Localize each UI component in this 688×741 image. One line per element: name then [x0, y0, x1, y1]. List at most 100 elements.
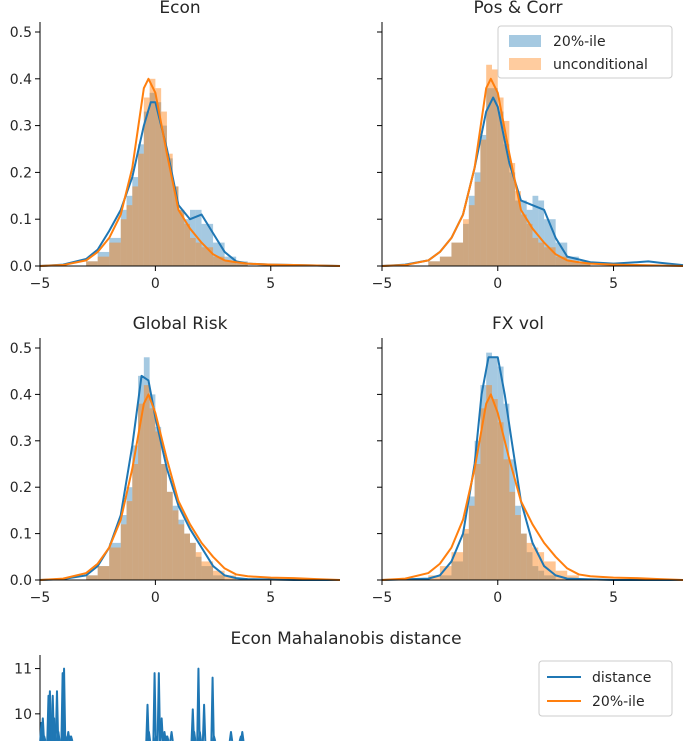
kde-line-unconditional [381, 77, 684, 267]
hist-bar [132, 445, 139, 580]
panel-econ: Econ −5 0 5 0.0 0.1 0.2 0.3 0.4 0.5 [10, 0, 341, 292]
hist-bar [166, 158, 173, 266]
hist-bar [486, 64, 492, 266]
hist-bar [97, 251, 110, 266]
hist-bar [126, 195, 133, 266]
hist-bar [86, 575, 98, 580]
x-tick-label: −5 [30, 276, 51, 292]
hist-bar [463, 528, 469, 580]
hist-bar [544, 247, 556, 266]
hist-bar [463, 223, 469, 266]
hist-bar [474, 172, 481, 266]
hist-bar [451, 242, 464, 266]
distance-spike [191, 730, 197, 741]
hist-bar [509, 163, 516, 266]
hist-bar [178, 524, 185, 580]
hist-bar [97, 566, 110, 580]
hist-bar [109, 542, 121, 580]
y-tick-label: 0.4 [10, 72, 32, 88]
panel-title: Pos & Corr [474, 0, 563, 18]
legend-swatch-20pct [509, 35, 541, 47]
hist-bar [520, 533, 527, 580]
kde-line-unconditional [39, 393, 341, 581]
hist-bar [468, 205, 475, 266]
hist-bar [166, 491, 173, 580]
hist-bar [155, 88, 162, 266]
distance-spike [63, 735, 68, 741]
hist-bar [474, 440, 481, 580]
hist-bar [555, 256, 568, 266]
panel-pos-corr: Pos & Corr −5 0 5 20%-ile unconditional [372, 0, 684, 292]
distance-spike [228, 730, 234, 741]
hist-bar [184, 533, 190, 580]
kde-line-20pct [381, 356, 683, 581]
hist-bar [184, 223, 190, 266]
histogram-unconditional [428, 385, 579, 580]
panel-title: FX vol [492, 314, 544, 334]
hist-bar [538, 552, 545, 580]
hist-bar [213, 570, 225, 580]
legend-label: 20%-ile [592, 694, 645, 710]
y-tick-label: 0.2 [10, 165, 32, 181]
hist-bar [184, 533, 190, 580]
panel-title: Econ Mahalanobis distance [230, 629, 461, 649]
hist-bar [86, 261, 98, 266]
y-tick-label: 0.4 [10, 387, 32, 403]
x-tick-label: −5 [30, 590, 51, 606]
hist-bar [201, 561, 214, 580]
hist-bar [439, 256, 452, 266]
panel-mahalanobis: Econ Mahalanobis distance 11 10 distance … [14, 629, 673, 741]
kde-line-unconditional [381, 393, 684, 581]
hist-bar [236, 263, 248, 266]
hist-bar [161, 464, 167, 580]
hist-bar [520, 200, 527, 266]
distance-spike [165, 735, 170, 741]
hist-bar [515, 515, 521, 580]
hist-bar [526, 223, 533, 266]
panel-title: Econ [159, 0, 200, 18]
hist-bar [155, 426, 162, 580]
hist-bar [428, 261, 440, 266]
hist-bar [213, 242, 225, 266]
hist-bar [190, 237, 196, 266]
hist-bar [201, 247, 214, 266]
hist-bar [149, 78, 156, 266]
x-tick-label: 5 [266, 276, 275, 292]
hist-bar [497, 97, 504, 267]
hist-bar [486, 352, 492, 580]
distance-spike [56, 730, 61, 741]
hist-bar [155, 431, 162, 580]
hist-bar [138, 153, 144, 266]
legend-box [538, 660, 673, 717]
y-tick-label: 0.5 [10, 341, 32, 357]
hist-bar [578, 263, 591, 266]
hist-bar [132, 186, 139, 266]
hist-bar [120, 209, 127, 266]
hist-bar [195, 242, 202, 266]
y-tick-label: 0.3 [10, 119, 32, 135]
hist-bar [184, 219, 190, 266]
x-tick-label: 0 [151, 276, 160, 292]
hist-bar [526, 209, 533, 266]
distance-spike [201, 703, 207, 741]
hist-bar [503, 403, 510, 580]
kde-line-unconditional [39, 77, 341, 267]
hist-bar [143, 97, 150, 267]
hist-bar [195, 556, 202, 580]
legend: 20%-ile unconditional [497, 25, 673, 79]
hist-bar [503, 459, 510, 580]
x-tick-label: 0 [493, 276, 502, 292]
hist-bar [463, 533, 469, 580]
distance-spike [210, 676, 215, 741]
hist-bar [86, 261, 98, 266]
x-tick-label: 5 [609, 590, 618, 606]
hist-bar [544, 575, 556, 580]
x-tick-label: 5 [609, 276, 618, 292]
hist-bar [161, 111, 167, 266]
hist-bar [532, 566, 539, 580]
plot-area: −5 0 5 0.0 0.1 0.2 0.3 0.4 0.5 [10, 22, 341, 292]
histogram-unconditional [86, 385, 237, 580]
hist-bar [532, 547, 539, 580]
hist-bar [172, 510, 179, 580]
